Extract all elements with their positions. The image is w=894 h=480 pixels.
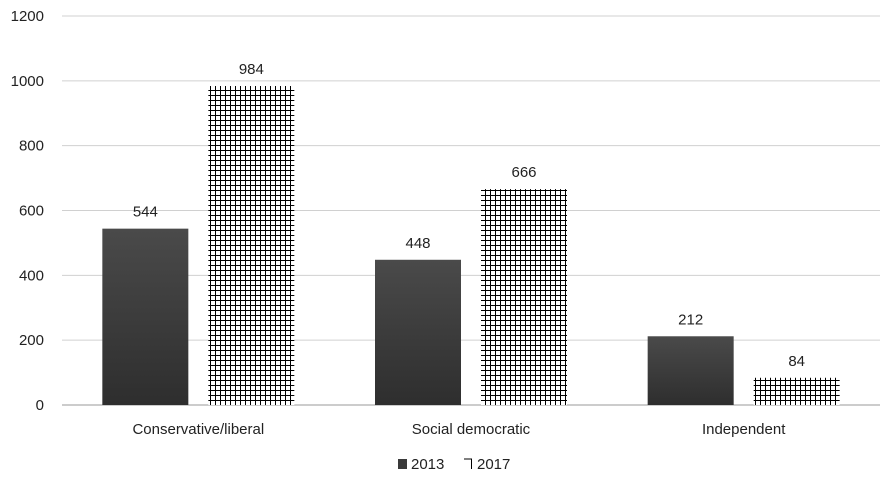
legend-label-2017: 2017 — [477, 456, 510, 473]
data-label: 544 — [133, 204, 158, 221]
data-labels: 544 984 448 666 212 84 — [133, 61, 805, 370]
y-tick-label: 400 — [19, 267, 44, 284]
x-category-label: Independent — [702, 421, 786, 438]
data-label: 448 — [405, 235, 430, 252]
y-tick-label: 1200 — [11, 8, 44, 25]
bar-2017-0 — [208, 86, 295, 406]
bar-2013-2 — [647, 336, 734, 405]
y-tick-label: 1000 — [11, 73, 44, 90]
y-axis-ticks: 0 200 400 600 800 1000 1200 — [11, 8, 44, 414]
data-label: 984 — [239, 61, 264, 78]
gridlines — [62, 15, 880, 406]
legend-label-2013: 2013 — [411, 456, 444, 473]
bar-2017-2 — [753, 377, 840, 405]
data-label: 666 — [511, 164, 536, 181]
y-tick-label: 0 — [36, 397, 44, 414]
bar-2013-0 — [102, 228, 189, 405]
legend: 2013 2017 — [398, 456, 510, 473]
bars — [102, 86, 840, 406]
x-axis-categories: Conservative/liberal Social democratic Ind… — [132, 421, 786, 438]
legend-swatch-2013 — [398, 459, 407, 469]
x-category-label: Conservative/liberal — [132, 421, 264, 438]
data-label: 84 — [788, 353, 805, 370]
bar-2013-1 — [375, 259, 461, 405]
y-tick-label: 600 — [19, 203, 44, 220]
data-label: 212 — [678, 311, 703, 328]
x-category-label: Social democratic — [412, 421, 531, 438]
legend-swatch-2017 — [464, 458, 472, 469]
y-tick-label: 200 — [19, 332, 44, 349]
y-tick-label: 800 — [19, 138, 44, 155]
bar-2017-1 — [481, 189, 567, 405]
